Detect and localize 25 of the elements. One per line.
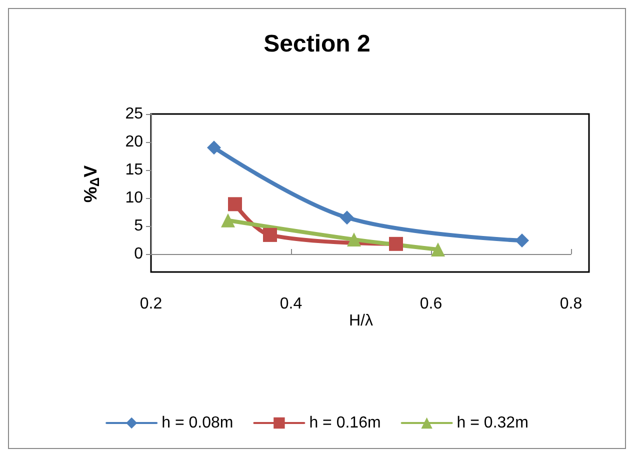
point — [431, 242, 445, 257]
point — [515, 234, 529, 248]
legend-label: h = 0.32m — [456, 414, 528, 432]
point — [389, 236, 403, 251]
point — [347, 232, 361, 246]
y-tick-label: 15 — [125, 162, 144, 178]
x-tick-label: 0.8 — [560, 296, 582, 312]
legend-label: h = 0.16m — [309, 414, 381, 432]
y-tick-label: 25 — [125, 106, 144, 122]
y-tick-label: 10 — [125, 190, 144, 206]
x-tick-label: 0.2 — [140, 296, 162, 312]
point — [228, 197, 242, 212]
x-tick-label: 0.4 — [280, 296, 302, 312]
y-tick-label: 20 — [125, 134, 144, 150]
point — [340, 210, 354, 225]
chart-title: Section 2 — [264, 30, 370, 58]
point — [263, 228, 277, 242]
point — [207, 140, 221, 155]
y-axis-title: %ΔV — [80, 165, 102, 203]
y-tick-label: 0 — [134, 246, 144, 262]
x-axis-title: H/λ — [349, 312, 373, 330]
y-tick-label: 5 — [134, 218, 144, 234]
legend-label: h = 0.08m — [162, 414, 234, 432]
point — [221, 213, 235, 228]
x-tick-label: 0.6 — [420, 296, 442, 312]
